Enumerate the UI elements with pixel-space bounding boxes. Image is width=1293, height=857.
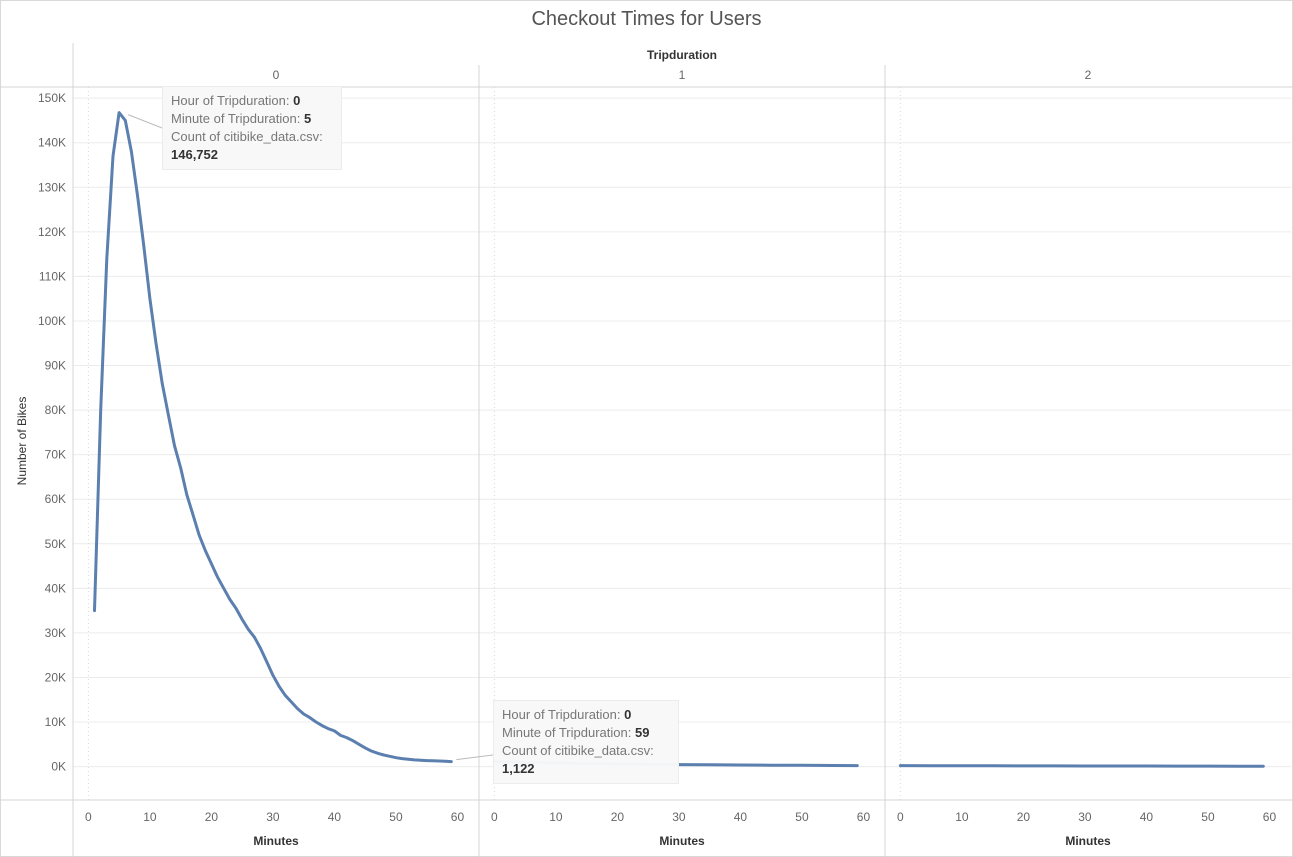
x-tick-label: 10 [549, 810, 563, 824]
tooltip-minute-row: Minute of Tripduration: 5 [171, 110, 333, 128]
tooltip-hour-label: Hour of Tripduration: [502, 707, 621, 722]
x-tick-label: 40 [1140, 810, 1154, 824]
x-tick-label: 10 [955, 810, 969, 824]
x-tick-label: 60 [451, 810, 465, 824]
x-tick-label: 20 [1017, 810, 1031, 824]
tooltip-peak: Hour of Tripduration: 0 Minute of Tripdu… [162, 86, 342, 170]
y-tick-label: 30K [45, 626, 66, 640]
tooltip-minute-row: Minute of Tripduration: 59 [502, 724, 670, 742]
x-tick-label: 60 [857, 810, 871, 824]
tooltip-count-label: Count of citibike_data.csv: [502, 743, 654, 758]
tooltip-hour-value: 0 [293, 93, 301, 108]
tooltip-count-value: 146,752 [171, 147, 218, 162]
tooltip-hour-row: Hour of Tripduration: 0 [502, 706, 670, 724]
tooltip-leader [456, 754, 494, 761]
series-lines [93, 111, 1265, 768]
y-tick-label: 90K [45, 359, 66, 373]
x-tick-label: 50 [389, 810, 403, 824]
x-tick-label: 50 [795, 810, 809, 824]
x-tick-label: 30 [672, 810, 686, 824]
panel-header-label: 2 [1085, 68, 1092, 82]
y-axis-ticks: 0K 10K 20K 30K 40K 50K 60K 70K 80K 90K 100K 110K 120… [38, 91, 66, 773]
x-tick-label: 40 [328, 810, 342, 824]
y-tick-label: 70K [45, 448, 66, 462]
y-tick-label: 110K [39, 269, 66, 283]
column-header: Tripduration [647, 48, 717, 62]
gridlines [73, 87, 1291, 800]
y-tick-label: 140K [38, 136, 66, 150]
x-tick-label: 0 [491, 810, 498, 824]
y-tick-label: 130K [38, 180, 66, 194]
tooltip-minute-label: Minute of Tripduration: [171, 111, 301, 126]
y-axis-title: Number of Bikes [15, 397, 29, 486]
x-tick-label: 60 [1263, 810, 1277, 824]
y-tick-label: 50K [45, 537, 66, 551]
tooltip-hour-label: Hour of Tripduration: [171, 93, 290, 108]
x-tick-label: 40 [734, 810, 748, 824]
x-tick-label: 10 [143, 810, 157, 824]
y-tick-label: 60K [45, 492, 66, 506]
x-tick-label: 30 [1078, 810, 1092, 824]
y-tick-label: 20K [45, 670, 66, 684]
tooltip-hour-row: Hour of Tripduration: 0 [171, 92, 333, 110]
x-axis-title: Minutes [659, 834, 705, 848]
panel-header-label: 0 [273, 68, 280, 82]
x-tick-label: 30 [266, 810, 280, 824]
tooltip-minute-value: 5 [303, 111, 312, 126]
y-tick-label: 80K [45, 403, 66, 417]
tooltip-leader [127, 114, 163, 129]
x-axis-title: Minutes [253, 834, 299, 848]
x-axis-titles: Minutes Minutes Minutes [253, 834, 1111, 848]
y-tick-label: 150K [38, 91, 66, 105]
x-tick-label: 20 [205, 810, 219, 824]
tooltip-minute-59: Hour of Tripduration: 0 Minute of Tripdu… [493, 700, 679, 784]
tooltip-minute-value: 59 [634, 725, 650, 740]
x-axis-title: Minutes [1065, 834, 1111, 848]
chart-title: Checkout Times for Users [531, 8, 762, 30]
series-line-panel-0[interactable] [93, 111, 453, 764]
tooltip-hour-value: 0 [624, 707, 632, 722]
x-tick-label: 0 [897, 810, 904, 824]
y-tick-label: 40K [45, 581, 66, 595]
x-tick-label: 20 [611, 810, 625, 824]
y-tick-label: 100K [38, 314, 66, 328]
tooltip-count-label: Count of citibike_data.csv: [171, 129, 323, 144]
series-line-panel-2[interactable] [898, 764, 1265, 768]
panel-header-label: 1 [679, 68, 686, 82]
x-tick-label: 50 [1201, 810, 1215, 824]
y-tick-label: 120K [38, 225, 66, 239]
y-tick-label: 10K [45, 715, 66, 729]
tooltip-count-value: 1,122 [502, 761, 535, 776]
x-axis-ticks: 0 10 20 30 40 50 60 0 10 20 30 40 50 60 0 10 20 30 40 50 60 [85, 810, 1276, 824]
x-tick-label: 0 [85, 810, 92, 824]
tooltip-leaders [127, 114, 494, 761]
y-tick-label: 0K [51, 760, 66, 774]
tooltip-minute-label: Minute of Tripduration: [502, 725, 632, 740]
